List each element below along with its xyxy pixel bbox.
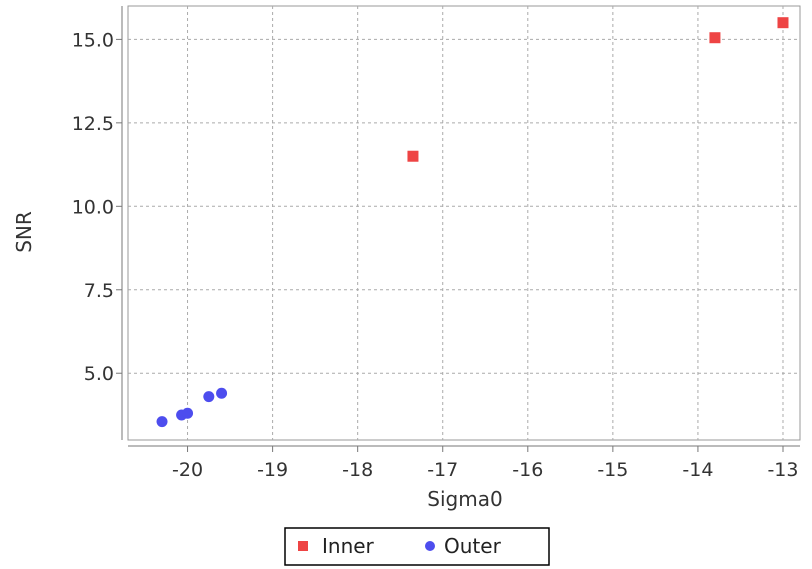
x-tick-label: -15	[597, 459, 628, 481]
x-tick-label: -16	[512, 459, 543, 481]
x-tick-labels: -20 -19 -18 -17 -16 -15 -14 -13	[172, 459, 798, 481]
x-tick-label: -18	[342, 459, 373, 481]
x-tick-label: -13	[767, 459, 798, 481]
plot-area	[127, 5, 801, 441]
data-point-outer	[182, 407, 194, 419]
y-axis-title: SNR	[12, 211, 36, 253]
legend: Inner Outer	[284, 527, 550, 566]
x-tick-label: -19	[257, 459, 288, 481]
x-tick-label: -14	[682, 459, 713, 481]
y-tick-label: 5.0	[84, 363, 114, 385]
data-point-outer	[203, 391, 215, 403]
x-tick-label: -20	[172, 459, 203, 481]
x-axis-title: Sigma0	[427, 487, 502, 511]
x-tick-label: -17	[427, 459, 458, 481]
data-point-inner	[407, 150, 419, 162]
legend-box	[284, 527, 550, 566]
y-tick-labels: 5.0 7.5 10.0 12.5 15.0	[72, 29, 114, 385]
legend-marker-inner	[298, 541, 308, 551]
legend-marker-outer	[425, 541, 435, 551]
axes	[116, 6, 800, 452]
grid-lines	[127, 5, 801, 441]
data-point-inner	[777, 17, 789, 29]
data-point-inner	[709, 32, 721, 44]
data-point-outer	[156, 416, 168, 428]
data-points	[156, 17, 789, 428]
y-tick-label: 10.0	[72, 196, 114, 218]
legend-label-outer: Outer	[444, 534, 502, 558]
y-tick-label: 12.5	[72, 113, 114, 135]
data-point-outer	[216, 387, 228, 399]
legend-label-inner: Inner	[322, 534, 375, 558]
y-tick-label: 7.5	[84, 280, 114, 302]
y-tick-label: 15.0	[72, 29, 114, 51]
